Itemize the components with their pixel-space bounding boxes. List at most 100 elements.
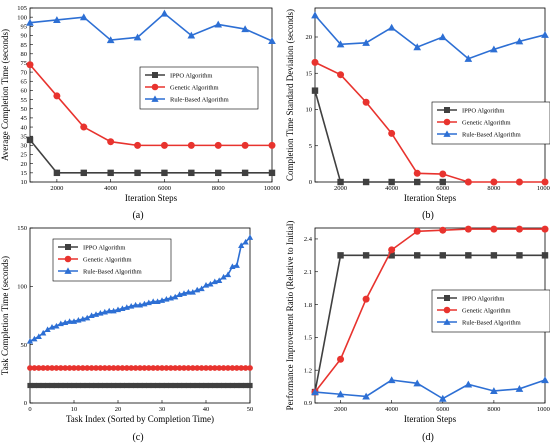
data-point (465, 252, 472, 259)
data-point (311, 388, 319, 396)
data-point (62, 365, 69, 371)
data-point (515, 384, 524, 392)
y-tick-label: 70 (21, 69, 28, 76)
data-point (101, 365, 108, 371)
data-point (198, 285, 205, 292)
data-point (145, 365, 152, 371)
data-point (66, 318, 73, 324)
data-point (62, 382, 68, 389)
legend-box (139, 66, 259, 110)
data-point (44, 365, 51, 371)
data-point (93, 365, 99, 371)
x-tick-label: 10000 (537, 406, 550, 413)
data-point (115, 365, 121, 371)
y-tick-label: 0 (24, 400, 27, 407)
data-point (80, 123, 88, 131)
legend-label: Rule-Based Algorithm (462, 319, 521, 326)
data-point (212, 382, 218, 389)
data-point (185, 365, 192, 371)
data-point (388, 178, 395, 186)
legend-marker (443, 318, 451, 325)
x-tick-label: 0 (28, 406, 31, 413)
data-point (439, 252, 446, 259)
data-point (128, 382, 134, 389)
data-point (53, 382, 59, 389)
data-point (49, 382, 55, 389)
y-tick-label: 0 (309, 179, 312, 186)
data-point (337, 71, 345, 79)
legend-marker (152, 72, 158, 78)
data-point (413, 227, 421, 235)
data-point (220, 365, 227, 371)
x-tick-label: 10000 (264, 185, 280, 192)
panel-caption: (a) (132, 210, 143, 221)
data-point (541, 225, 549, 233)
y-tick-label: 80 (21, 51, 28, 58)
data-point (224, 271, 232, 278)
data-point (362, 178, 370, 186)
data-point (362, 252, 370, 259)
y-tick-label: 2.4 (304, 236, 313, 243)
data-point (26, 18, 34, 26)
data-point (241, 141, 249, 149)
legend-box (431, 289, 550, 333)
data-point (80, 382, 86, 389)
data-point (107, 138, 115, 146)
data-point (132, 301, 139, 308)
data-point (541, 376, 549, 384)
data-point (84, 365, 91, 371)
y-tick-label: 55 (21, 97, 28, 104)
data-point (247, 365, 253, 371)
data-point (106, 365, 113, 371)
data-point (27, 365, 33, 371)
data-point (160, 9, 169, 17)
series-line (29, 12, 273, 42)
data-point (490, 45, 498, 53)
data-point (464, 225, 472, 233)
legend-label: IPPO Algorithm (83, 244, 125, 251)
legend-marker (65, 244, 71, 250)
data-point (163, 365, 170, 371)
data-point (115, 382, 121, 389)
legend-label: IPPO Algorithm (170, 72, 212, 79)
y-tick-label: 15 (306, 70, 313, 77)
data-point (413, 169, 421, 177)
legend-label: Genetic Algorithm (170, 84, 219, 91)
data-point (233, 262, 240, 268)
data-point (93, 382, 99, 389)
series-line (314, 90, 443, 183)
data-point (268, 141, 276, 149)
data-point (388, 246, 396, 254)
y-tick-label: 10 (306, 107, 313, 114)
data-point (362, 295, 370, 303)
chart-panel-2: 0 10 20 30 40 50 0 50 100 150 Task Index (Sorted b… (0, 225, 253, 443)
legend-label: IPPO Algorithm (462, 295, 504, 302)
data-point (40, 382, 46, 389)
y-tick-label: 100 (17, 284, 27, 291)
y-tick-label: 1.5 (304, 335, 312, 342)
data-point (337, 355, 345, 363)
legend-label: Rule-Based Algorithm (170, 96, 229, 103)
data-point (214, 20, 223, 28)
x-tick-label: 8000 (212, 185, 225, 192)
data-point (203, 365, 209, 371)
data-point (107, 169, 114, 177)
legend-label: Genetic Algorithm (83, 256, 132, 263)
y-tick-label: 75 (21, 60, 28, 67)
data-point (238, 365, 245, 371)
data-point (238, 382, 244, 389)
data-point (246, 234, 254, 240)
y-tick-label: 5 (309, 143, 312, 150)
data-point (336, 390, 345, 398)
data-point (71, 382, 77, 389)
data-point (413, 379, 422, 387)
data-point (146, 382, 152, 389)
x-tick-label: 10000 (537, 185, 550, 192)
series-line (29, 139, 272, 174)
data-point (490, 387, 498, 395)
x-tick-label: 6000 (158, 185, 171, 192)
data-point (216, 382, 222, 389)
data-point (58, 382, 64, 389)
data-point (102, 382, 108, 389)
data-point (387, 23, 396, 31)
